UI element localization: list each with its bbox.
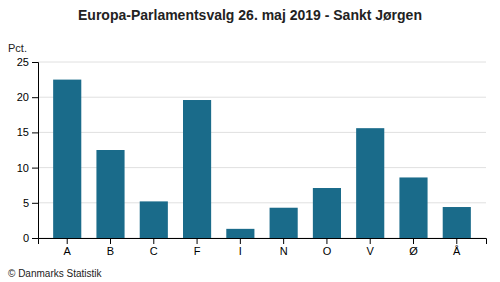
x-tick: I xyxy=(239,238,242,257)
y-tick: 0 xyxy=(23,232,38,244)
x-tick-mark xyxy=(240,238,241,244)
x-tick-label: F xyxy=(194,245,201,257)
x-tick-label: V xyxy=(367,245,375,257)
x-tick-mark xyxy=(413,238,414,244)
bar xyxy=(443,207,471,238)
x-tick: Ø xyxy=(409,238,418,257)
y-axis: 0 5 10 15 20 25 xyxy=(17,56,39,244)
bar xyxy=(270,208,298,238)
x-tick: O xyxy=(323,238,332,257)
y-tick-mark xyxy=(32,238,38,239)
footer: © Danmarks Statistik xyxy=(8,268,103,279)
grid-line xyxy=(38,97,486,98)
y-tick-label: 15 xyxy=(17,126,29,138)
x-tick-label: Å xyxy=(453,245,461,257)
y-tick-mark xyxy=(32,62,38,63)
y-tick-mark xyxy=(32,203,38,204)
x-tick-label: O xyxy=(323,245,332,257)
x-tick-mark xyxy=(326,238,327,244)
title: Europa-Parlamentsvalg 26. maj 2019 - San… xyxy=(78,7,422,23)
x-tick: A xyxy=(64,238,72,257)
x-tick-label: A xyxy=(64,245,72,257)
bar xyxy=(313,188,341,238)
bar xyxy=(356,128,384,238)
x-tick-mark xyxy=(110,238,111,244)
bars xyxy=(53,80,471,238)
y-label: Pct. xyxy=(8,42,27,54)
x-tick: N xyxy=(280,238,288,257)
x-tick: V xyxy=(367,238,375,257)
x-axis-line xyxy=(39,239,487,245)
x-tick-mark xyxy=(370,238,371,244)
x-tick-mark xyxy=(283,238,284,244)
grid-line xyxy=(38,62,486,63)
bar xyxy=(96,150,124,238)
grid-line xyxy=(38,132,486,133)
bar xyxy=(399,177,427,238)
y-tick-label: 5 xyxy=(23,197,29,209)
y-tick: 25 xyxy=(17,56,38,68)
x-tick-mark xyxy=(456,238,457,244)
x-tick-mark xyxy=(153,238,154,244)
x-tick-label: N xyxy=(280,245,288,257)
y-tick: 5 xyxy=(23,197,38,209)
x-tick: B xyxy=(107,238,114,257)
x-tick-mark xyxy=(67,238,68,244)
y-tick-mark xyxy=(32,97,38,98)
y-tick-label: 25 xyxy=(17,56,29,68)
plot: 0 5 10 15 20 25 A B C F I N O V Ø Å xyxy=(17,56,487,257)
x-tick: C xyxy=(150,238,158,257)
bar xyxy=(140,201,168,238)
bar xyxy=(53,80,81,238)
y-tick: 15 xyxy=(17,126,38,138)
x-tick-label: C xyxy=(150,245,158,257)
bar xyxy=(183,100,211,238)
bar xyxy=(226,229,254,238)
x-tick: Å xyxy=(453,238,461,257)
y-tick-label: 20 xyxy=(17,91,29,103)
x-tick-label: Ø xyxy=(409,245,418,257)
y-axis-line xyxy=(32,63,39,239)
y-tick-label: 10 xyxy=(17,162,29,174)
y-tick: 20 xyxy=(17,91,38,103)
y-tick-mark xyxy=(32,132,38,133)
x-tick-mark xyxy=(197,238,198,244)
y-tick-mark xyxy=(32,168,38,169)
x-tick-label: B xyxy=(107,245,114,257)
x-tick-label: I xyxy=(239,245,242,257)
grid xyxy=(38,62,486,238)
chart: Europa-Parlamentsvalg 26. maj 2019 - San… xyxy=(0,0,500,282)
x-axis: ABCFINOVØÅ xyxy=(39,238,487,257)
y-tick-label: 0 xyxy=(23,232,29,244)
y-tick: 10 xyxy=(17,162,38,174)
x-tick: F xyxy=(194,238,201,257)
